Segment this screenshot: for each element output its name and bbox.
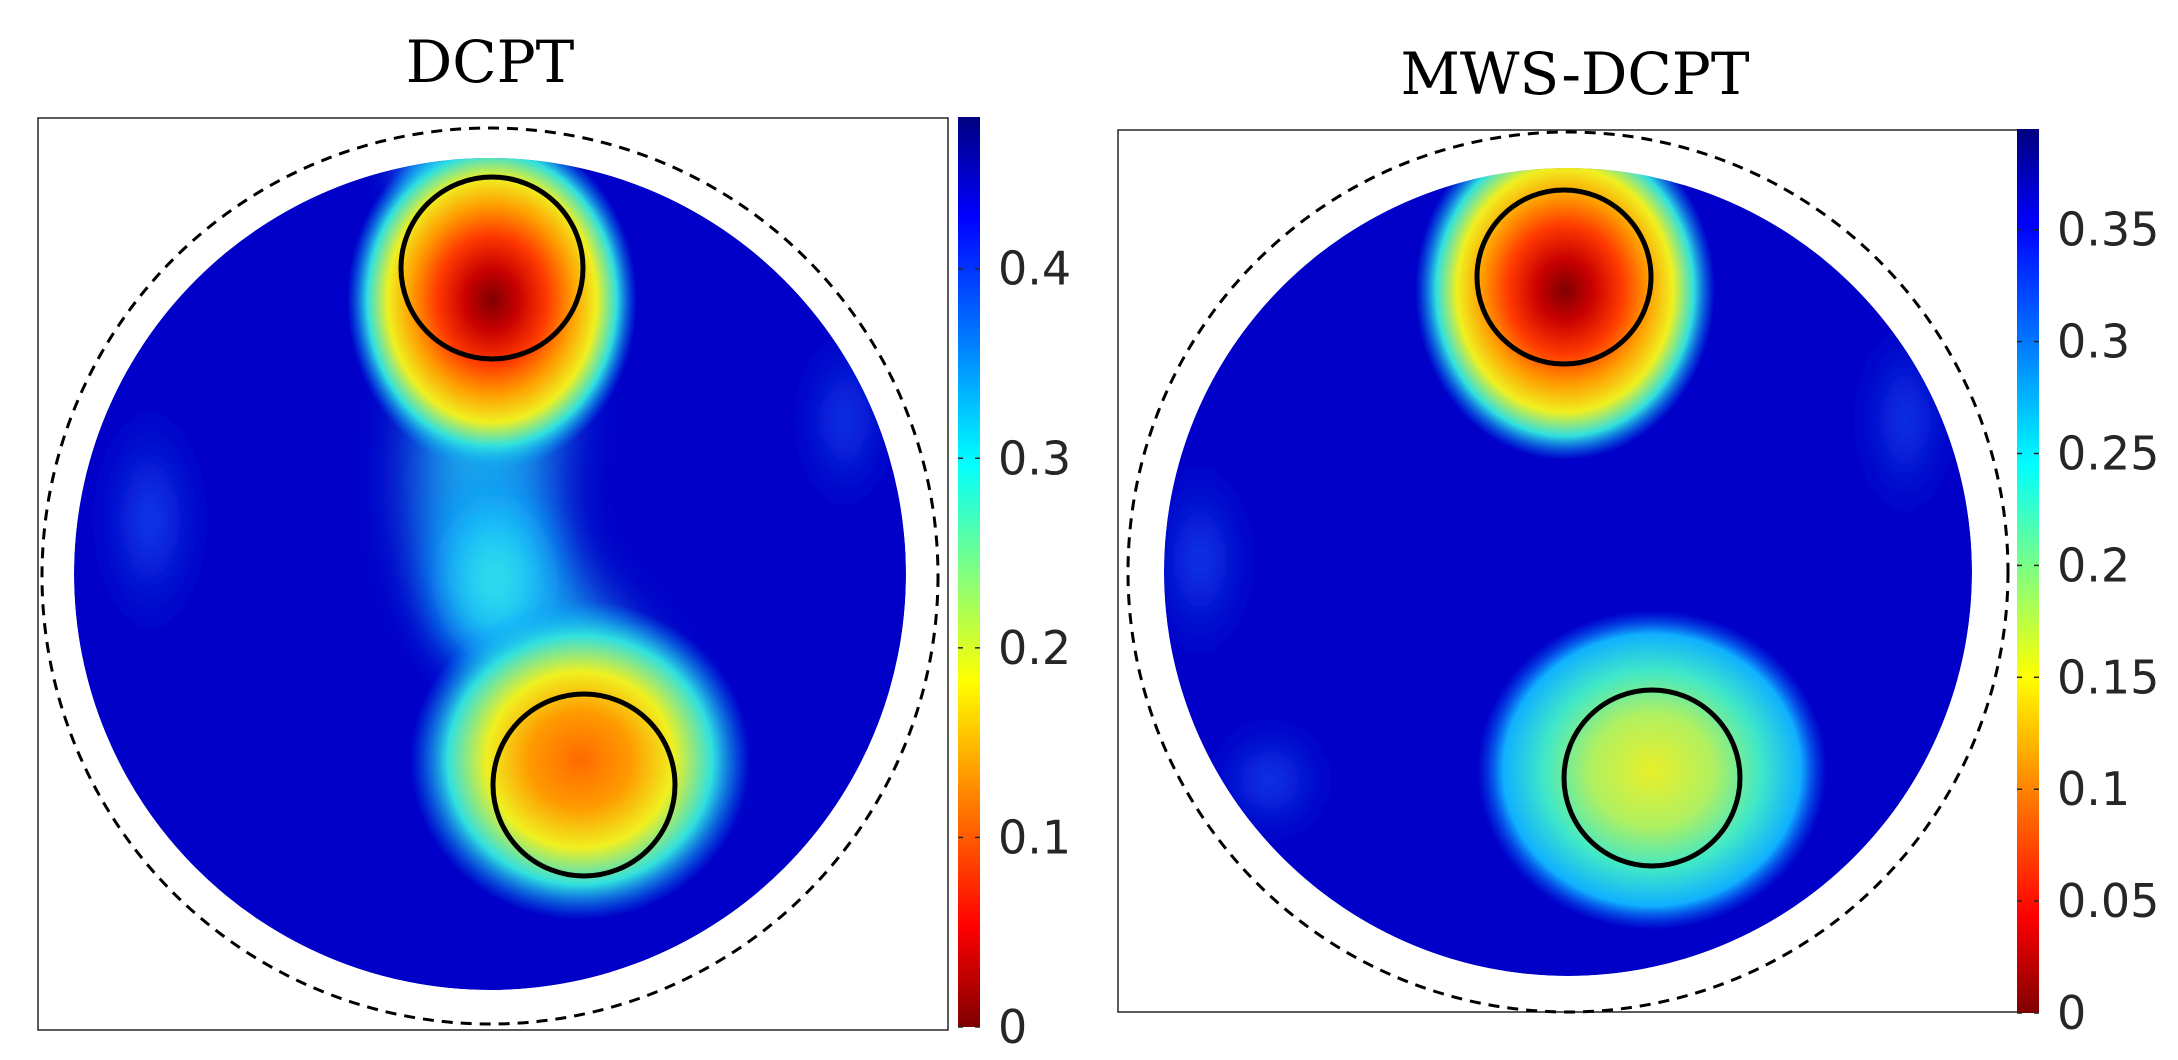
inclusion-bottom-dcpt (490, 691, 678, 879)
colorbar-tick-label-mws-dcpt: 0.1 (2057, 762, 2130, 816)
colorbar-tick-label-mws-dcpt: 0 (2057, 986, 2086, 1040)
panel-title-dcpt: DCPT (405, 28, 575, 96)
colorbar-tick-label-mws-dcpt: 0.3 (2057, 315, 2130, 369)
dashed-boundary-dcpt (40, 126, 940, 1026)
colorbar-ticks-mws-dcpt: 0 0.05 0.1 0.15 0.2 0.25 0.3 0.35 (2017, 203, 2159, 1040)
colorbar-tick-label-mws-dcpt: 0.15 (2057, 650, 2159, 704)
colorbar-mws-dcpt (2017, 129, 2039, 1013)
colorbar-dcpt (958, 117, 980, 1027)
inclusion-bottom-mws-dcpt (1561, 687, 1743, 869)
colorbar-tick-label-dcpt: 0.3 (998, 431, 1071, 485)
heatmap-mws-dcpt (1164, 168, 1972, 976)
colorbar-tick-label-mws-dcpt: 0.25 (2057, 427, 2159, 481)
colorbar-tick-label-dcpt: 0.1 (998, 810, 1071, 864)
colorbar-tick-label-mws-dcpt: 0.2 (2057, 538, 2130, 592)
colorbar-tick-label-dcpt: 0.2 (998, 621, 1071, 675)
colorbar-tick-label-dcpt: 0.4 (998, 242, 1071, 296)
panel-title-mws-dcpt: MWS-DCPT (1400, 40, 1750, 108)
inclusion-top-dcpt (398, 174, 586, 362)
colorbar-tick-label-dcpt: 0 (998, 1000, 1027, 1054)
colorbar-tick-label-mws-dcpt: 0.35 (2057, 203, 2159, 257)
colorbar-ticks-dcpt: 0 0.1 0.2 0.3 0.4 (958, 242, 1071, 1054)
inclusion-top-mws-dcpt (1474, 187, 1654, 367)
panel-mws-dcpt: 0 0.05 0.1 0.15 0.2 0.25 0.3 0.35 (1117, 129, 2159, 1040)
dashed-boundary-mws-dcpt (1126, 130, 2010, 1014)
panel-dcpt: 0 0.1 0.2 0.3 0.4 (37, 117, 1071, 1054)
colorbar-tick-label-mws-dcpt: 0.05 (2057, 874, 2159, 928)
